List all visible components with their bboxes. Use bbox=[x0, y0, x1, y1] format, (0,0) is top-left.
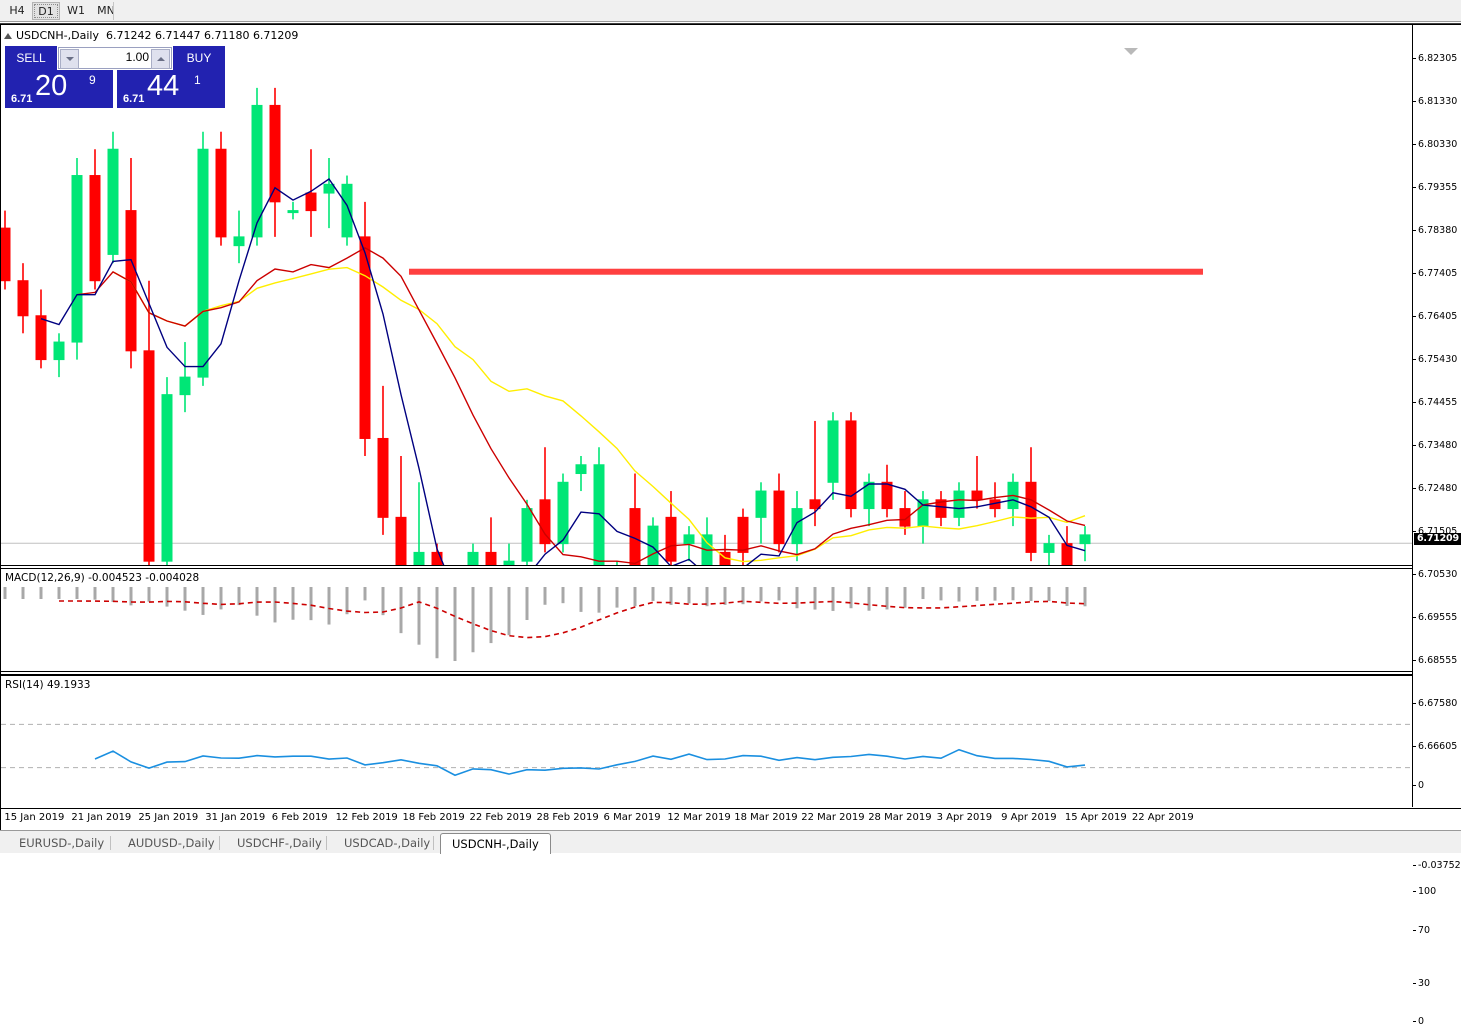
date-axis-label: 28 Mar 2019 bbox=[868, 812, 932, 823]
date-axis-label: 22 Feb 2019 bbox=[469, 812, 532, 823]
one-click-trading-panel[interactable]: SELL 1.00 BUY 6.71 20 9 6.71 44 1 bbox=[5, 46, 225, 108]
rsi-canvas bbox=[1, 723, 1412, 777]
price-tick: 6.74455 bbox=[1413, 397, 1461, 408]
date-axis-label: 18 Mar 2019 bbox=[734, 812, 798, 823]
price-tick: 6.76405 bbox=[1413, 311, 1461, 322]
chart-ohlc-values: 6.71242 6.71447 6.71180 6.71209 bbox=[105, 29, 299, 42]
timeframe-button-d1[interactable]: D1 bbox=[32, 2, 60, 20]
timeframe-toolbar: H4 D1 W1 MN bbox=[0, 0, 1461, 22]
sell-button[interactable]: SELL bbox=[5, 46, 57, 70]
rsi-tick: 0 bbox=[1413, 1016, 1461, 1027]
price-tick: 6.79355 bbox=[1413, 182, 1461, 193]
chart-tab-usdcnh[interactable]: USDCNH-,Daily bbox=[440, 833, 551, 854]
timeframe-button-mn[interactable]: MN bbox=[97, 4, 115, 17]
chevron-up-icon[interactable] bbox=[151, 49, 170, 69]
triangle-up-icon[interactable] bbox=[4, 33, 12, 39]
price-tick: 6.77405 bbox=[1413, 268, 1461, 279]
chart-tab-audusd[interactable]: AUDUSD-,Daily bbox=[128, 836, 215, 850]
macd-tick: 0 bbox=[1413, 780, 1461, 791]
macd-caption: MACD(12,26,9) -0.004523 -0.004028 bbox=[5, 572, 200, 584]
price-tick: 6.80330 bbox=[1413, 139, 1461, 150]
buy-price-main: 44 bbox=[147, 70, 180, 102]
timeframe-button-h4[interactable]: H4 bbox=[9, 4, 25, 17]
macd-tick: -0.037529 bbox=[1413, 860, 1461, 871]
pane-divider-rsi bbox=[1, 671, 1412, 675]
rsi-pane[interactable]: RSI(14) 49.1933 bbox=[1, 675, 1412, 807]
chart-tab-usdcad[interactable]: USDCAD-,Daily bbox=[344, 836, 431, 850]
buy-price-display[interactable]: 6.71 44 1 bbox=[117, 70, 225, 108]
date-axis-label: 22 Mar 2019 bbox=[801, 812, 865, 823]
date-axis-label: 15 Jan 2019 bbox=[4, 812, 65, 823]
oct-top-row: SELL 1.00 BUY bbox=[5, 46, 225, 70]
sell-price-prefix: 6.71 bbox=[11, 93, 33, 105]
price-tick: 6.78380 bbox=[1413, 225, 1461, 236]
chevron-down-icon[interactable] bbox=[60, 49, 79, 69]
price-tick: 6.67580 bbox=[1413, 698, 1461, 709]
rsi-tick: 100 bbox=[1413, 886, 1461, 897]
date-axis-label: 21 Jan 2019 bbox=[71, 812, 132, 823]
date-axis-label: 18 Feb 2019 bbox=[402, 812, 465, 823]
price-pane[interactable] bbox=[1, 25, 1412, 565]
price-tick: 6.66605 bbox=[1413, 741, 1461, 752]
price-tick: 6.69555 bbox=[1413, 612, 1461, 623]
tab-divider bbox=[433, 836, 434, 850]
chart-tab-bar: EURUSD-,Daily AUDUSD-,Daily USDCHF-,Daily U… bbox=[0, 830, 1461, 854]
date-axis: 15 Jan 2019 21 Jan 2019 25 Jan 2019 31 Jan … bbox=[0, 808, 1461, 830]
rsi-tick: 30 bbox=[1413, 978, 1461, 989]
candlestick-canvas bbox=[1, 87, 1412, 565]
price-scale[interactable]: 6.82305 6.81330 6.80330 6.79355 6.78380 6.774… bbox=[1412, 25, 1461, 1027]
toolbar-divider bbox=[113, 2, 114, 20]
chart-tab-eurusd[interactable]: EURUSD-,Daily bbox=[19, 836, 105, 850]
triangle-down-icon[interactable] bbox=[1124, 48, 1138, 55]
price-tick: 6.75430 bbox=[1413, 354, 1461, 365]
date-axis-label: 15 Apr 2019 bbox=[1064, 812, 1127, 823]
buy-price-prefix: 6.71 bbox=[123, 93, 145, 105]
volume-stepper[interactable]: 1.00 bbox=[58, 47, 172, 69]
price-tick: 6.81330 bbox=[1413, 96, 1461, 107]
date-axis-label: 22 Apr 2019 bbox=[1131, 812, 1194, 823]
price-tick: 6.68555 bbox=[1413, 655, 1461, 666]
volume-input[interactable]: 1.00 bbox=[125, 50, 149, 64]
chart-window[interactable]: MACD(12,26,9) -0.004523 -0.004028 RSI(14… bbox=[0, 23, 1461, 1027]
timeframe-button-w1[interactable]: W1 bbox=[67, 4, 85, 17]
sell-price-display[interactable]: 6.71 20 9 bbox=[5, 70, 113, 108]
price-tick: 6.73480 bbox=[1413, 440, 1461, 451]
sell-price-main: 20 bbox=[35, 70, 68, 102]
tab-divider bbox=[110, 836, 111, 850]
rsi-caption: RSI(14) 49.1933 bbox=[5, 679, 91, 691]
buy-button[interactable]: BUY bbox=[173, 46, 225, 70]
date-axis-label: 6 Feb 2019 bbox=[271, 812, 328, 823]
date-axis-label: 12 Feb 2019 bbox=[335, 812, 398, 823]
date-axis-label: 3 Apr 2019 bbox=[936, 812, 993, 823]
tab-divider bbox=[219, 836, 220, 850]
tab-divider bbox=[326, 836, 327, 850]
date-axis-label: 12 Mar 2019 bbox=[667, 812, 731, 823]
macd-pane[interactable]: MACD(12,26,9) -0.004523 -0.004028 bbox=[1, 568, 1412, 671]
current-price-label: 6.71209 bbox=[1414, 533, 1461, 545]
price-tick: 6.72480 bbox=[1413, 483, 1461, 494]
date-axis-label: 28 Feb 2019 bbox=[536, 812, 599, 823]
chart-tab-usdchf[interactable]: USDCHF-,Daily bbox=[237, 836, 322, 850]
chart-symbol-header: USDCNH-,Daily 6.71242 6.71447 6.71180 6.7… bbox=[4, 29, 298, 43]
price-tick: 6.82305 bbox=[1413, 53, 1461, 64]
buy-price-fraction: 1 bbox=[194, 73, 201, 87]
date-axis-label: 25 Jan 2019 bbox=[138, 812, 199, 823]
date-axis-label: 31 Jan 2019 bbox=[205, 812, 266, 823]
chart-symbol-label: USDCNH-,Daily bbox=[16, 29, 99, 42]
chart-plot-area[interactable]: MACD(12,26,9) -0.004523 -0.004028 RSI(14… bbox=[1, 25, 1412, 807]
price-tick: 6.71505 bbox=[1413, 526, 1461, 537]
sell-price-fraction: 9 bbox=[89, 73, 96, 87]
rsi-tick: 70 bbox=[1413, 925, 1461, 936]
date-axis-label: 6 Mar 2019 bbox=[603, 812, 661, 823]
price-tick: 6.70530 bbox=[1413, 569, 1461, 580]
macd-canvas bbox=[3, 587, 1087, 661]
date-axis-label: 9 Apr 2019 bbox=[1001, 812, 1057, 823]
